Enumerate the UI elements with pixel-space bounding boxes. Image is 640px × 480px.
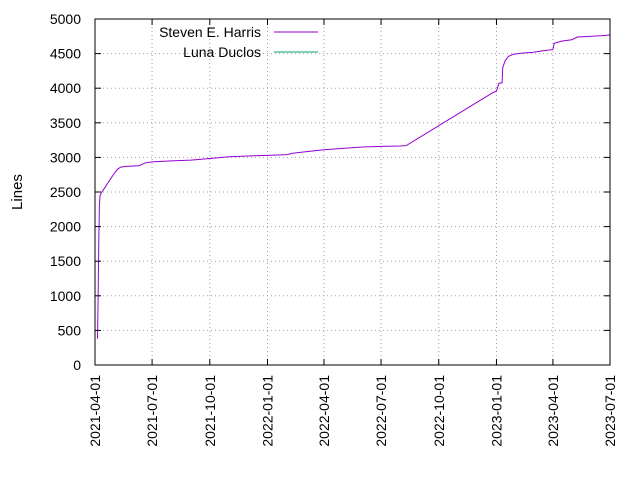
series-line	[97, 34, 611, 339]
y-axis-ticks: 0 500 1000 1500 2000 2500 3000 3500 4000 4500 5000	[50, 11, 610, 373]
x-tick-label: 2023-07-01	[602, 375, 618, 447]
x-tick-label: 2023-04-01	[545, 375, 561, 447]
x-tick-label: 2023-01-01	[488, 375, 504, 447]
x-axis-ticks: 2021-04-01 2021-07-01 2021-10-01 2022-01-01…	[87, 19, 618, 447]
y-tick-label: 2500	[50, 184, 81, 200]
y-tick-label: 500	[58, 322, 82, 338]
y-tick-label: 0	[73, 357, 81, 373]
x-tick-label: 2022-10-01	[431, 375, 447, 447]
y-tick-label: 1000	[50, 288, 81, 304]
x-tick-label: 2022-04-01	[316, 375, 332, 447]
y-tick-label: 3000	[50, 149, 81, 165]
y-axis-label: Lines	[9, 174, 26, 210]
x-tick-label: 2021-10-01	[202, 375, 218, 447]
y-tick-label: 4000	[50, 80, 81, 96]
grid	[95, 19, 610, 365]
y-tick-label: 3500	[50, 115, 81, 131]
x-tick-label: 2022-01-01	[260, 375, 276, 447]
plot-frame	[94, 18, 611, 366]
y-tick-label: 4500	[50, 46, 81, 62]
y-tick-label: 5000	[50, 11, 81, 27]
x-tick-label: 2021-04-01	[87, 375, 103, 447]
legend: Steven E. Harris Luna Duclos	[159, 24, 318, 60]
x-tick-label: 2022-07-01	[373, 375, 389, 447]
y-tick-label: 2000	[50, 219, 81, 235]
legend-label: Luna Duclos	[183, 44, 261, 60]
x-tick-label: 2021-07-01	[144, 375, 160, 447]
y-tick-label: 1500	[50, 253, 81, 269]
series-lines	[97, 34, 611, 339]
legend-label: Steven E. Harris	[159, 24, 261, 40]
